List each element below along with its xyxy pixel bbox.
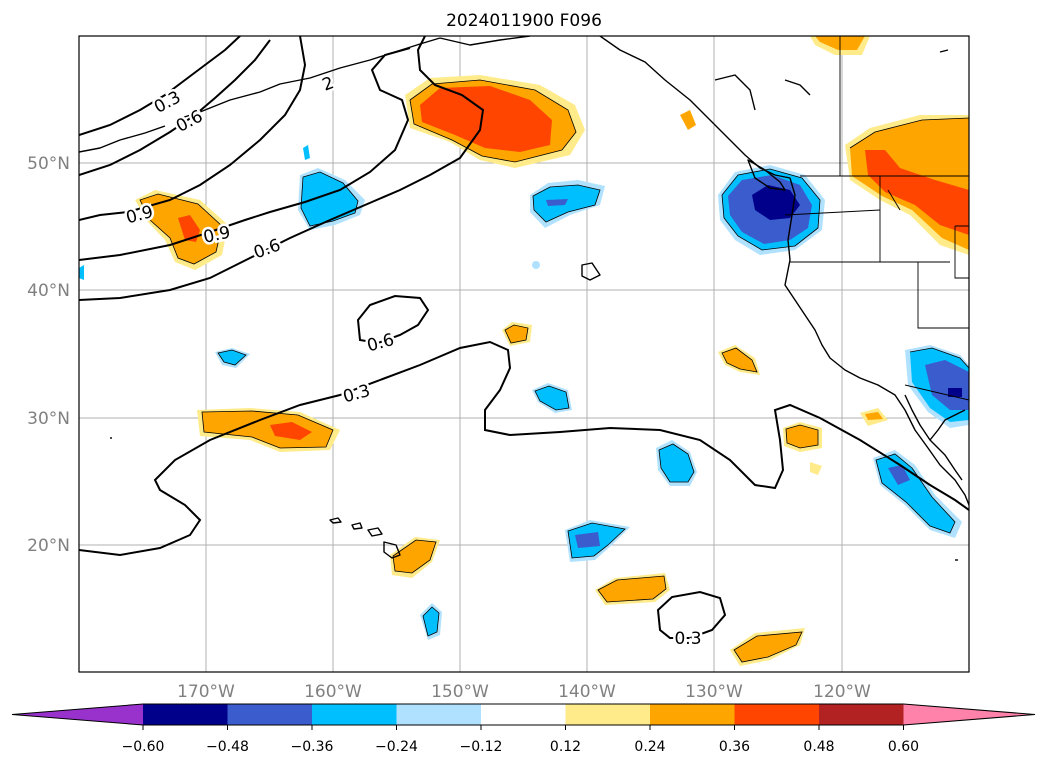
lon-label: 120°W: [813, 682, 871, 702]
colorbar-segment: [734, 704, 820, 725]
longitude-labels: 170°W 160°W 150°W 140°W 130°W 120°W: [177, 682, 871, 702]
lon-label: 140°W: [558, 682, 616, 702]
lat-label: 40°N: [27, 281, 70, 301]
colorbar-tick-label: −0.12: [460, 739, 503, 755]
colorbar-tick-labels: −0.60 −0.48 −0.36 −0.24 −0.12 0.12 0.24 0.36 0.4…: [122, 739, 920, 755]
plot-frame: [78, 35, 970, 673]
anomaly-outlines: [139, 79, 969, 663]
colorbar-tick-label: 0.60: [888, 739, 919, 755]
colorbar-tick-label: −0.60: [122, 739, 165, 755]
colorbar-tick-label: −0.24: [375, 739, 418, 755]
colorbar-segment: [650, 704, 735, 725]
contour-label: 0.3: [674, 629, 701, 649]
colorbar-tick-label: 0.36: [719, 739, 750, 755]
colorbar-segment: [481, 704, 566, 725]
colorbar-segment: [565, 704, 651, 725]
colorbar-segment: [312, 704, 397, 725]
lat-label: 20°N: [27, 536, 70, 556]
colorbar-tick-label: 0.48: [803, 739, 834, 755]
colorbar: [11, 703, 1036, 730]
political-borders: [784, 36, 969, 401]
lon-label: 150°W: [431, 682, 489, 702]
colorbar-tick-label: 0.24: [634, 739, 665, 755]
latitude-labels: 50°N 40°N 30°N 20°N: [27, 154, 70, 556]
colorbar-segment: [227, 704, 313, 725]
lon-label: 170°W: [177, 682, 235, 702]
lat-label: 30°N: [27, 409, 70, 429]
colorbar-segment: [819, 704, 904, 725]
colorbar-extend-high: [903, 704, 1035, 725]
colorbar-tick-label: −0.48: [206, 739, 249, 755]
colorbar-segment: [143, 704, 228, 725]
lon-label: 160°W: [304, 682, 362, 702]
colorbar-tick-label: 0.12: [550, 739, 581, 755]
lon-label: 130°W: [685, 682, 743, 702]
colorbar-tick-label: −0.36: [291, 739, 334, 755]
coastlines: [79, 36, 969, 561]
contour-lines: [79, 36, 969, 639]
anomaly-fills: [79, 36, 969, 666]
colorbar-extend-low: [12, 704, 143, 725]
colorbar-segment: [396, 704, 482, 725]
map-title: 2024011900 F096: [446, 11, 602, 31]
lat-label: 50°N: [27, 154, 70, 174]
